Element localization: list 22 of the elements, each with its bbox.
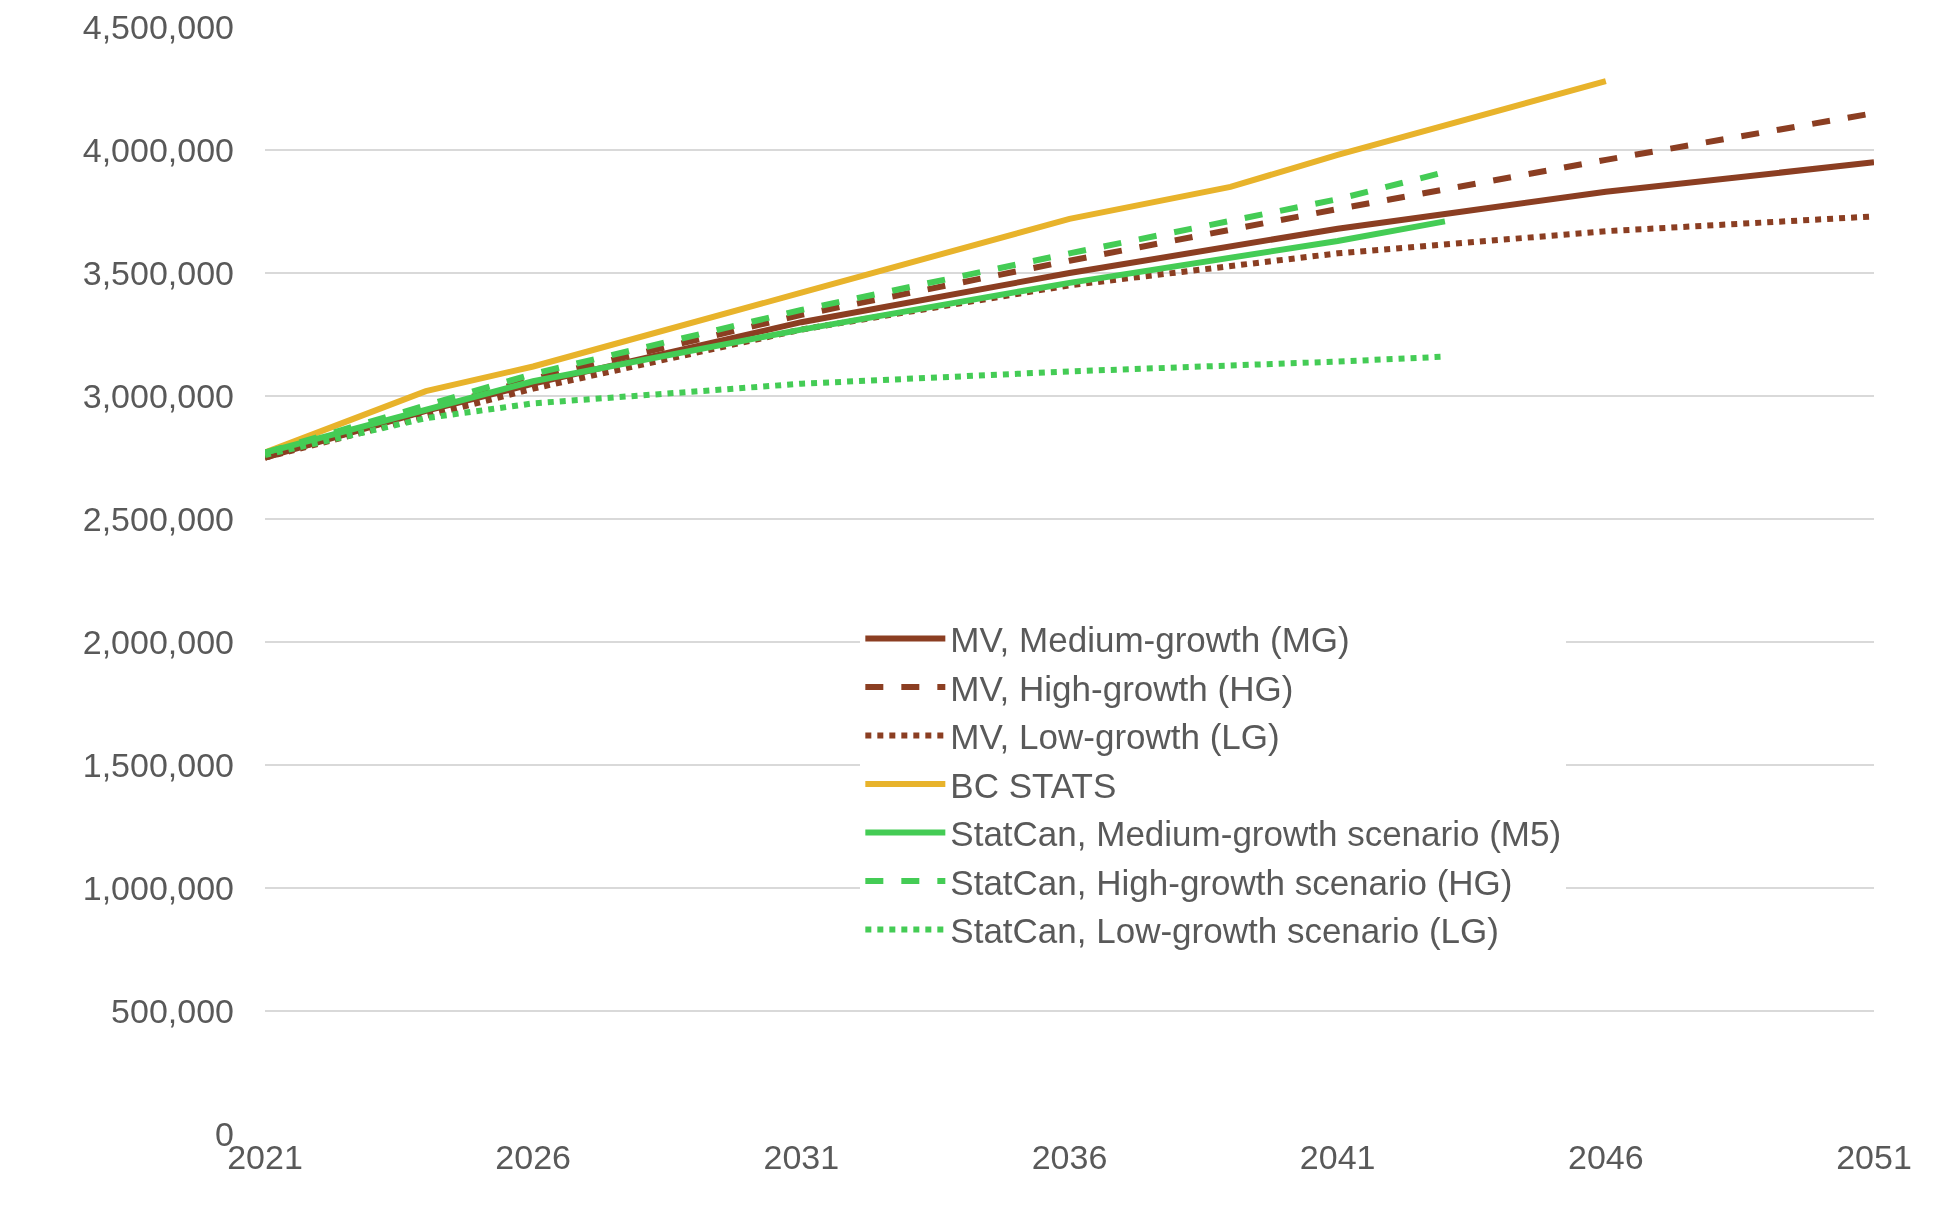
x-tick-label: 2026 [495,1138,571,1176]
legend-label: MV, High-growth (HG) [950,668,1294,708]
y-tick-label: 500,000 [111,991,234,1030]
x-tick-label: 2041 [1299,1138,1376,1176]
y-tick-label: 2,500,000 [82,499,234,538]
legend-label: StatCan, Low-growth scenario (LG) [950,911,1499,951]
legend-label: StatCan, Medium-growth scenario (M5) [950,814,1562,854]
legend-label: BC STATS [950,765,1117,805]
y-tick-label: 3,500,000 [82,253,234,292]
y-tick-label: 4,500,000 [82,7,234,46]
x-tick-label: 2046 [1568,1138,1644,1176]
legend-label: MV, Low-growth (LG) [950,717,1280,757]
y-tick-label: 1,000,000 [82,868,234,907]
y-tick-label: 4,000,000 [82,130,234,169]
x-tick-label: 2051 [1836,1138,1912,1176]
y-tick-label: 2,000,000 [82,622,234,661]
x-tick-label: 2036 [1031,1138,1108,1176]
y-tick-label: 1,500,000 [82,745,234,784]
legend-label: MV, Medium-growth (MG) [950,620,1350,660]
y-tick-label: 3,000,000 [82,376,234,415]
x-tick-label: 2031 [763,1138,840,1176]
legend-label: StatCan, High-growth scenario (HG) [950,862,1513,902]
